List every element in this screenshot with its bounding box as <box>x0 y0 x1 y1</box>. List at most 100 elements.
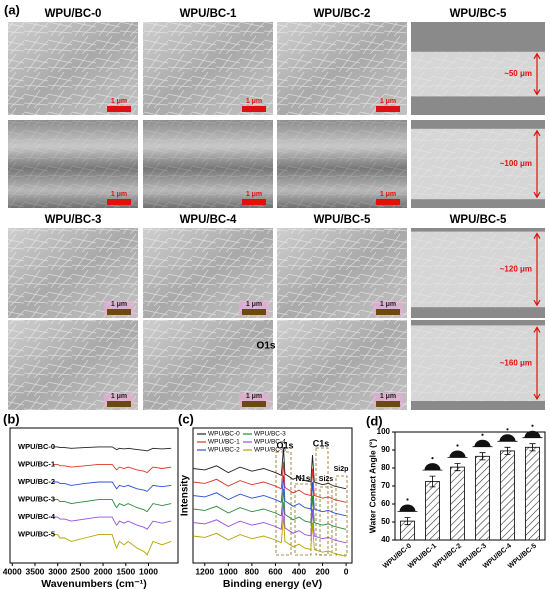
spectrum-line <box>192 448 347 490</box>
x-axis-label: Binding energy (eV) <box>223 578 322 589</box>
spectrum-line <box>53 516 172 530</box>
droplet-icon <box>399 504 416 512</box>
image-title: WPU/BC-5 <box>314 214 371 226</box>
droplet-dot <box>531 424 534 427</box>
image-title: WPU/BC-4 <box>180 214 237 226</box>
droplet-icon <box>424 463 441 471</box>
film-texture <box>411 51 545 97</box>
error-bar <box>454 463 461 472</box>
film-texture <box>411 231 545 308</box>
image-title: WPU/BC-5 <box>450 214 507 226</box>
spectrum-line <box>192 515 347 557</box>
bar <box>475 455 490 541</box>
scale-label: 1 μm <box>246 191 262 198</box>
series-label: WPU/BC-1 <box>18 459 55 468</box>
legend-label: WPU/BC-1 <box>208 439 240 446</box>
sem-texture <box>143 120 273 208</box>
thickness-label: ~120 μm <box>500 265 532 274</box>
series-label: WPU/BC-2 <box>18 477 55 486</box>
film-texture <box>411 325 545 401</box>
y-tick-label: 90 <box>381 445 390 454</box>
scale-bar <box>376 199 400 205</box>
sem-texture <box>277 120 407 208</box>
y-axis-label: Intensity <box>180 475 191 517</box>
spectrum-line <box>53 499 172 513</box>
image-title: WPU/BC-0 <box>45 8 102 20</box>
x-tick-label: 1200 <box>195 566 214 576</box>
thickness-label: ~50 μm <box>504 69 532 78</box>
legend-label: WPU/BC-0 <box>208 431 240 438</box>
scale-bar <box>376 401 400 407</box>
x-tick-label: 1000 <box>139 566 158 576</box>
bar <box>450 466 465 541</box>
series-label: WPU/BC-5 <box>18 530 55 539</box>
y-tick-label: 40 <box>381 535 390 544</box>
droplet-icon <box>524 430 541 438</box>
sem-texture <box>143 22 273 115</box>
droplet-icon <box>449 450 466 458</box>
peak-label: Si2s <box>319 476 334 483</box>
scale-bar <box>107 309 131 315</box>
scale-bar <box>242 401 266 407</box>
legend-label: WPU/BC-2 <box>208 447 240 454</box>
droplet-icon <box>474 439 491 447</box>
droplet-dot <box>506 428 509 431</box>
scale-label: 1 μm <box>246 98 262 105</box>
image-title: WPU/BC-3 <box>45 214 102 226</box>
y-tick-label: 80 <box>381 463 390 472</box>
x-tick-label: 3000 <box>48 566 67 576</box>
droplet-icon <box>499 434 516 442</box>
y-tick-label: 50 <box>381 517 390 526</box>
spectrum-line <box>53 534 172 556</box>
legend-label: WPU/BC-5 <box>254 447 286 454</box>
spectrum-line <box>192 488 347 530</box>
arrow-head <box>533 52 541 96</box>
panel-label: (b) <box>3 411 20 426</box>
x-tick-label: 1500 <box>116 566 135 576</box>
x-tick-label: 0 <box>344 566 349 576</box>
scale-label: 1 μm <box>246 393 262 400</box>
error-bar <box>529 443 536 452</box>
arrow-head <box>533 326 541 401</box>
x-tick-label: 800 <box>245 566 259 576</box>
scale-label: 1 μm <box>380 301 396 308</box>
y-tick-label: 100 <box>377 427 391 436</box>
thickness-label: ~100 μm <box>500 159 532 168</box>
droplet-dot <box>481 433 484 436</box>
panel-label: (a) <box>4 2 20 17</box>
scale-bar <box>107 106 131 112</box>
scale-label: 1 μm <box>111 191 127 198</box>
spectrum-line <box>53 481 172 492</box>
image-title: WPU/BC-2 <box>314 8 371 20</box>
error-bar <box>404 517 411 526</box>
scale-bar <box>242 106 266 112</box>
scale-bar <box>107 401 131 407</box>
bar <box>500 450 515 541</box>
scale-label: 1 μm <box>380 393 396 400</box>
scale-label: 1 μm <box>380 98 396 105</box>
x-tick-label: 4000 <box>3 566 22 576</box>
droplet-dot <box>456 444 459 447</box>
image-title: WPU/BC-5 <box>450 8 507 20</box>
droplet-dot <box>431 457 434 460</box>
x-tick-label: 3500 <box>26 566 45 576</box>
spectrum-line <box>53 463 172 474</box>
x-tick-label: 2000 <box>94 566 113 576</box>
scale-bar <box>242 309 266 315</box>
x-axis-label: Wavenumbers (cm⁻¹) <box>41 578 147 589</box>
scale-bar <box>107 199 131 205</box>
film-texture <box>411 128 545 200</box>
sem-texture <box>8 22 138 115</box>
scale-label: 1 μm <box>380 191 396 198</box>
scale-label: 1 μm <box>111 98 127 105</box>
legend-label: WPU/BC-4 <box>254 439 286 446</box>
y-axis-label: Water Contact Angle (°) <box>367 439 377 534</box>
peak-label: C1s <box>313 438 330 448</box>
series-label: WPU/BC-3 <box>18 495 55 504</box>
sem-texture <box>277 22 407 115</box>
image-title: WPU/BC-1 <box>180 8 237 20</box>
bar <box>525 446 540 541</box>
legend-label: WPU/BC-3 <box>254 431 286 438</box>
